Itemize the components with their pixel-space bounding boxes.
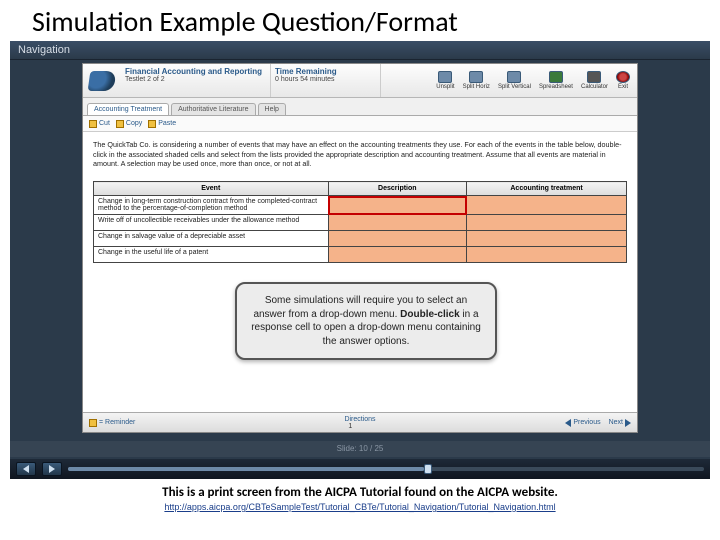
caption-text: This is a print screen from the AICPA Tu… bbox=[0, 485, 720, 500]
event-cell: Change in the useful life of a patent bbox=[94, 247, 329, 263]
player-next-button[interactable] bbox=[42, 462, 62, 476]
exit-button[interactable]: Exit bbox=[613, 70, 633, 91]
treatment-cell[interactable] bbox=[467, 231, 627, 247]
description-cell[interactable] bbox=[328, 215, 467, 231]
player-scrubber[interactable] bbox=[424, 464, 432, 474]
description-cell[interactable] bbox=[328, 196, 467, 215]
copy-icon bbox=[116, 120, 124, 128]
exit-icon bbox=[616, 71, 630, 83]
source-link: http://apps.aicpa.org/CBTeSampleTest/Tut… bbox=[0, 502, 720, 512]
event-cell: Change in salvage value of a depreciable… bbox=[94, 231, 329, 247]
table-row: Write off of uncollectible receivables u… bbox=[94, 215, 627, 231]
split-vert-button[interactable]: Split Vertical bbox=[495, 70, 534, 91]
description-cell[interactable] bbox=[328, 247, 467, 263]
next-button[interactable]: Next bbox=[609, 419, 631, 427]
description-cell[interactable] bbox=[328, 231, 467, 247]
tutorial-player-frame: Navigation Financial Accounting and Repo… bbox=[10, 41, 710, 479]
unsplit-button[interactable]: Unsplit bbox=[433, 70, 457, 91]
tab-row: Accounting Treatment Authoritative Liter… bbox=[83, 98, 637, 116]
time-remaining-label: Time Remaining bbox=[275, 67, 376, 76]
treatment-cell[interactable] bbox=[467, 247, 627, 263]
treatment-cell[interactable] bbox=[467, 196, 627, 215]
directions-button[interactable]: Directions bbox=[344, 416, 375, 423]
exam-footer: = Reminder Directions 1 Previous Next bbox=[83, 412, 637, 432]
tab-accounting-treatment[interactable]: Accounting Treatment bbox=[87, 103, 169, 115]
chevron-left-icon bbox=[565, 419, 571, 427]
instruction-callout: Some simulations will require you to sel… bbox=[235, 282, 497, 360]
cut-button[interactable]: Cut bbox=[89, 120, 110, 128]
col-treatment: Accounting treatment bbox=[467, 182, 627, 196]
player-track[interactable] bbox=[68, 467, 704, 471]
tab-authoritative-literature[interactable]: Authoritative Literature bbox=[171, 103, 255, 115]
slide-title: Simulation Example Question/Format bbox=[0, 0, 720, 41]
copy-button[interactable]: Copy bbox=[116, 120, 142, 128]
col-event: Event bbox=[94, 182, 329, 196]
player-controls bbox=[10, 459, 710, 479]
table-row: Change in the useful life of a patent bbox=[94, 247, 627, 263]
chevron-right-icon bbox=[49, 465, 55, 473]
event-cell: Change in long-term construction contrac… bbox=[94, 196, 329, 215]
reminder-indicator: = Reminder bbox=[89, 419, 135, 427]
exam-header: Financial Accounting and Reporting Testl… bbox=[83, 64, 637, 98]
table-row: Change in long-term construction contrac… bbox=[94, 196, 627, 215]
treatment-cell[interactable] bbox=[467, 215, 627, 231]
slide-counter: Slide: 10 / 25 bbox=[10, 441, 710, 457]
events-table: Event Description Accounting treatment C… bbox=[93, 181, 627, 263]
exam-logo bbox=[83, 64, 121, 97]
instructions-text: The QuickTab Co. is considering a number… bbox=[83, 132, 637, 177]
spreadsheet-icon bbox=[549, 71, 563, 83]
unsplit-icon bbox=[438, 71, 452, 83]
reminder-icon bbox=[89, 419, 97, 427]
time-remaining-value: 0 hours 54 minutes bbox=[275, 76, 376, 83]
exam-testlet: Testlet 2 of 2 bbox=[125, 76, 266, 83]
exam-section-title: Financial Accounting and Reporting bbox=[125, 67, 266, 76]
tab-help[interactable]: Help bbox=[258, 103, 286, 115]
navigation-bar: Navigation bbox=[10, 41, 710, 60]
player-prev-button[interactable] bbox=[16, 462, 36, 476]
chevron-left-icon bbox=[23, 465, 29, 473]
exam-window: Financial Accounting and Reporting Testl… bbox=[82, 63, 638, 433]
footer-mid: Directions 1 bbox=[344, 416, 375, 430]
split-vert-icon bbox=[507, 71, 521, 83]
calculator-icon bbox=[587, 71, 601, 83]
paste-button[interactable]: Paste bbox=[148, 120, 176, 128]
cut-icon bbox=[89, 120, 97, 128]
toolbar: Unsplit Split Horiz Split Vertical Sprea… bbox=[381, 64, 637, 97]
previous-button[interactable]: Previous bbox=[565, 419, 600, 427]
calculator-button[interactable]: Calculator bbox=[578, 70, 611, 91]
table-row: Change in salvage value of a depreciable… bbox=[94, 231, 627, 247]
edit-toolbar: Cut Copy Paste bbox=[83, 116, 637, 132]
split-horiz-icon bbox=[469, 71, 483, 83]
chevron-right-icon bbox=[625, 419, 631, 427]
callout-text-b: Double-click bbox=[400, 309, 459, 320]
spreadsheet-button[interactable]: Spreadsheet bbox=[536, 70, 576, 91]
event-cell: Write off of uncollectible receivables u… bbox=[94, 215, 329, 231]
source-link-anchor[interactable]: http://apps.aicpa.org/CBTeSampleTest/Tut… bbox=[164, 502, 555, 512]
split-horiz-button[interactable]: Split Horiz bbox=[460, 70, 493, 91]
col-description: Description bbox=[328, 182, 467, 196]
paste-icon bbox=[148, 120, 156, 128]
page-indicator: 1 bbox=[348, 423, 352, 430]
